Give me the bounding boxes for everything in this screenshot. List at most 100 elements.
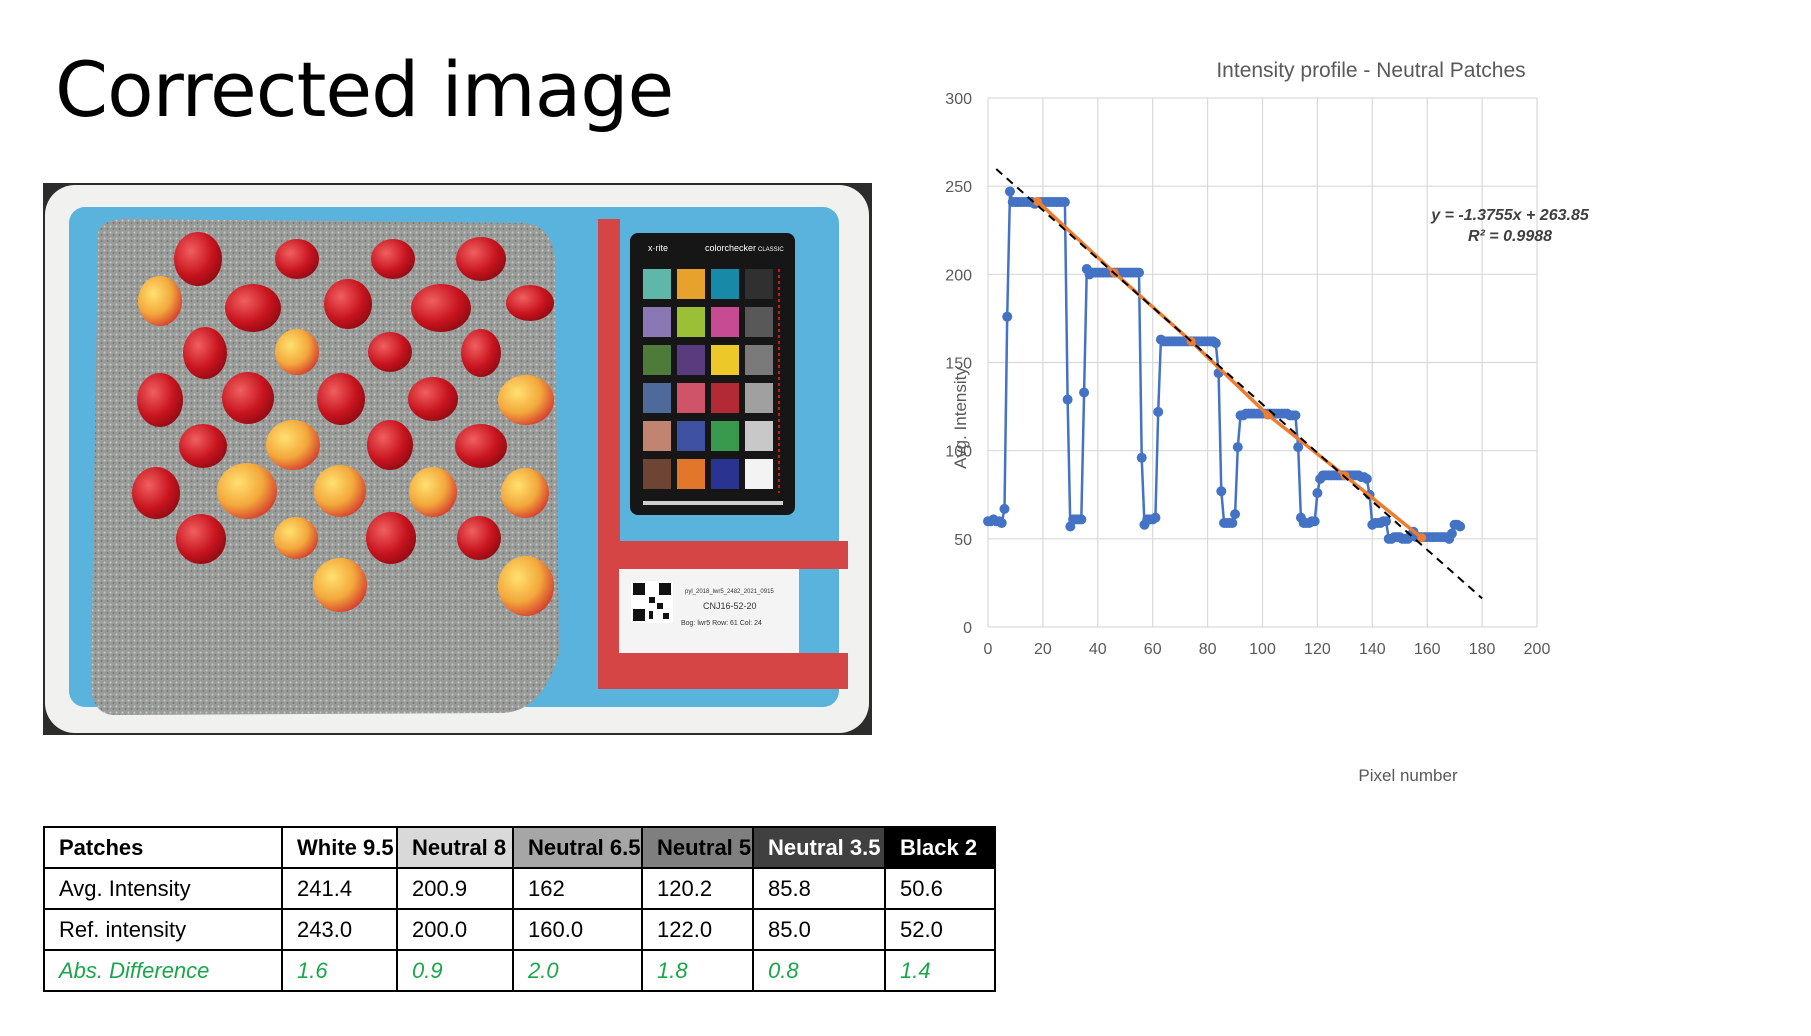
column-header: White 9.5: [281, 826, 398, 869]
y-tick-label: 100: [945, 444, 972, 461]
berry: [456, 237, 506, 281]
y-axis-label: Avg. Intensity: [951, 367, 970, 469]
table-cell: 0.9: [396, 949, 514, 992]
swatch: [643, 307, 671, 337]
berry: [408, 377, 458, 421]
label-line-3: Bog: lwr5 Row: 61 Col: 24: [681, 620, 762, 627]
checker-ruler: [643, 501, 783, 505]
table-cell: 120.2: [641, 867, 754, 910]
profile-point: [1150, 512, 1161, 523]
column-header: Neutral 6.5: [512, 826, 643, 869]
profile-point: [1059, 197, 1070, 208]
berry: [179, 424, 227, 468]
berry: [137, 373, 183, 427]
x-tick-label: 80: [1199, 641, 1217, 658]
trendline-r-squared: R² = 0.9988: [1468, 228, 1552, 245]
berry: [217, 463, 277, 519]
patch-mean-line: [1036, 200, 1423, 540]
chart-grid: [987, 97, 1538, 628]
row-label: Abs. Difference: [43, 949, 283, 992]
chart-title: Intensity profile - Neutral Patches: [1216, 59, 1525, 82]
profile-point: [996, 517, 1007, 528]
checker-title: colorchecker: [705, 243, 756, 253]
berry: [368, 332, 412, 372]
patch-mean-point: [1263, 410, 1273, 420]
table-cell: 1.8: [641, 949, 754, 992]
red-tape-bottom: [598, 653, 848, 689]
berry: [266, 420, 320, 470]
swatch: [643, 459, 671, 489]
table-cell: 85.0: [752, 908, 886, 951]
profile-point: [1230, 509, 1241, 520]
berry: [174, 232, 222, 286]
table-row: Ref. intensity 243.0 200.0 160.0 122.0 85.0 52…: [43, 908, 996, 951]
x-tick-label: 180: [1469, 641, 1496, 658]
berry: [498, 556, 554, 616]
swatch: [677, 345, 705, 375]
berry: [411, 284, 471, 332]
berry: [409, 467, 457, 517]
swatch: [745, 459, 773, 489]
x-tick-label: 20: [1034, 641, 1052, 658]
profile-point: [1293, 442, 1304, 453]
berry: [317, 373, 365, 425]
profile-point: [1309, 516, 1320, 527]
column-header: Neutral 3.5: [752, 826, 886, 869]
checker-swatches: [643, 269, 773, 489]
swatch: [711, 459, 739, 489]
x-tick-label: 100: [1249, 641, 1276, 658]
qr-code-icon: [631, 581, 673, 623]
berry: [461, 329, 501, 377]
profile-point: [1227, 517, 1238, 528]
swatch: [711, 383, 739, 413]
x-tick-label: 0: [984, 641, 993, 658]
patch-mean-point: [1032, 196, 1042, 206]
table-cell: 0.8: [752, 949, 886, 992]
berry: [366, 512, 416, 564]
swatch: [677, 383, 705, 413]
profile-point: [1133, 267, 1144, 278]
checker-brand: x·rite: [648, 243, 668, 253]
profile-point: [1361, 473, 1372, 484]
red-tape-vertical: [598, 219, 620, 689]
table-cell: 85.8: [752, 867, 886, 910]
berry: [176, 514, 226, 564]
table-cell: 2.0: [512, 949, 643, 992]
intensity-chart: Intensity profile - Neutral Patches 0 50 1…: [945, 59, 1590, 785]
profile-point: [1455, 521, 1466, 532]
swatch: [711, 421, 739, 451]
table-cell: 1.6: [281, 949, 398, 992]
swatch: [643, 421, 671, 451]
profile-point: [1216, 486, 1227, 497]
table-cell: 241.4: [281, 867, 398, 910]
y-tick-label: 300: [945, 91, 972, 108]
berry: [225, 284, 281, 332]
berry: [501, 468, 549, 518]
berry: [222, 372, 274, 424]
x-tick-label: 160: [1414, 641, 1441, 658]
trendline: [995, 168, 1483, 600]
patches-table: Patches White 9.5 Neutral 8 Neutral 6.5 Neut…: [43, 826, 996, 992]
x-tick-label: 40: [1089, 641, 1107, 658]
column-header: Black 2: [884, 826, 996, 869]
profile-point: [1210, 338, 1221, 349]
swatch: [745, 269, 773, 299]
berry: [314, 465, 366, 517]
profile-point: [1079, 387, 1090, 398]
berry: [498, 375, 554, 425]
x-axis-ticks: 0 20 40 60 80 100 120 140 160 180 200: [984, 641, 1551, 658]
corrected-photo: x·rite colorchecker CLASSIC pyl_2018_lwr…: [43, 183, 872, 735]
table-cell: 50.6: [884, 867, 996, 910]
table-cell: 122.0: [641, 908, 754, 951]
y-tick-label: 50: [954, 532, 972, 549]
table-cell: 160.0: [512, 908, 643, 951]
table-row: Avg. Intensity 241.4 200.9 162 120.2 85.8 50.6: [43, 867, 996, 910]
berry: [313, 558, 367, 612]
colorchecker-card: x·rite colorchecker CLASSIC: [630, 233, 795, 515]
profile-point: [1153, 406, 1164, 417]
profile-point: [1062, 394, 1073, 405]
berry: [274, 517, 318, 559]
berry: [132, 467, 180, 519]
berry: [506, 285, 554, 321]
x-axis-label: Pixel number: [1358, 766, 1458, 785]
